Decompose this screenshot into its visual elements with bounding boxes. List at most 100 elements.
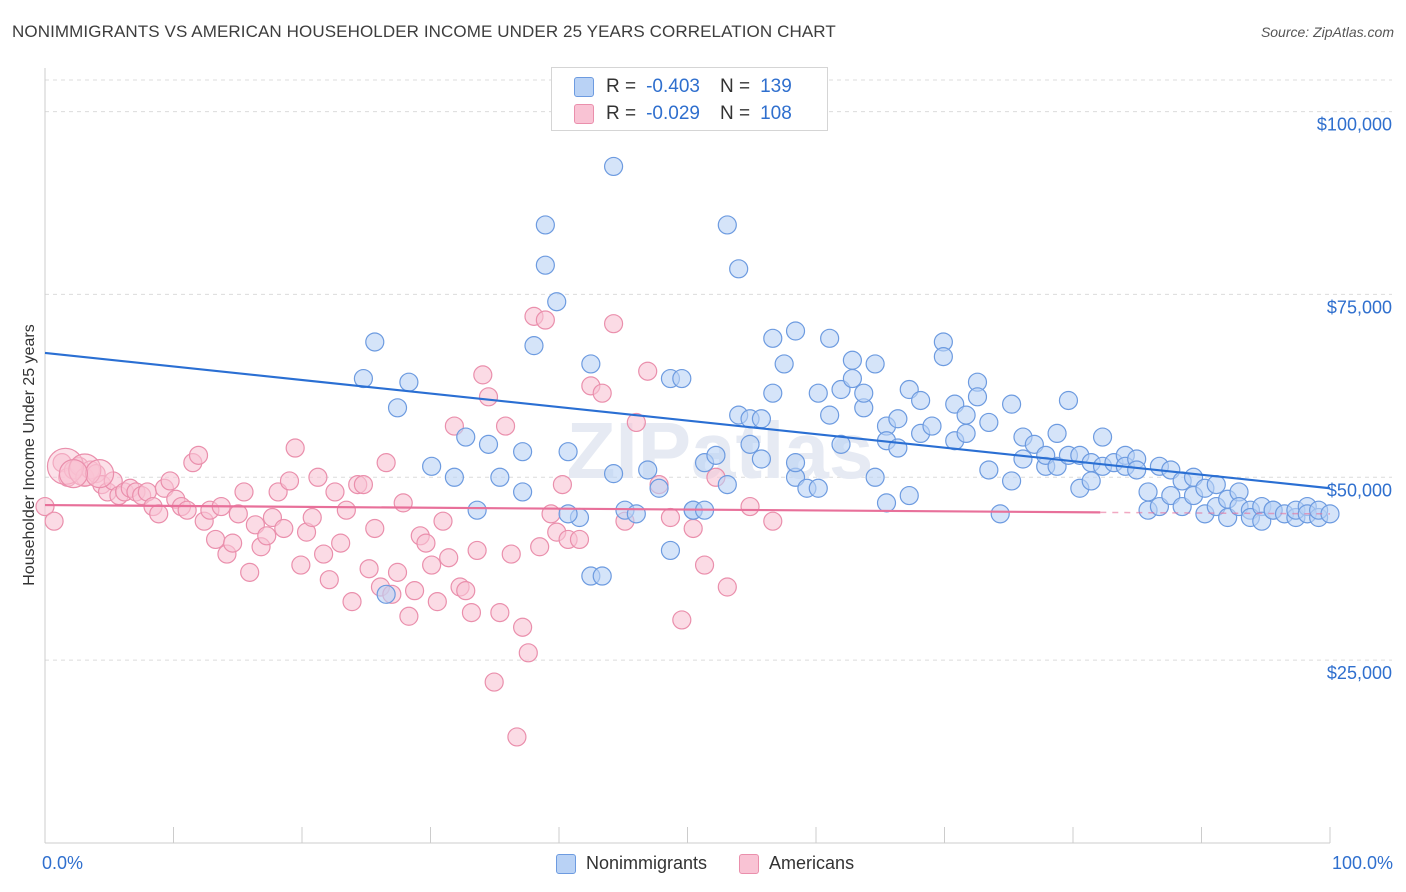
nonimmigrants-point <box>399 372 419 392</box>
nonimmigrants-point <box>911 390 931 411</box>
americans-point <box>456 581 476 601</box>
americans-point <box>274 518 294 539</box>
nonimmigrants-point <box>842 350 862 370</box>
americans-point <box>672 610 692 630</box>
americans-point <box>473 365 493 385</box>
americans-point <box>530 537 550 557</box>
nonimmigrants-point <box>535 255 555 275</box>
nonimmigrants-point <box>763 383 783 403</box>
nonimmigrants-point <box>1013 449 1033 469</box>
nonimmigrants-point <box>376 584 396 604</box>
nonimmigrants-point <box>660 540 681 561</box>
nonimmigrants-point <box>524 336 544 356</box>
r-label: R = <box>606 103 637 124</box>
nonimmigrants-point <box>1047 423 1067 443</box>
americans-point <box>518 643 538 663</box>
nonimmigrants-point <box>956 405 976 425</box>
americans-point <box>177 500 197 520</box>
americans-point <box>240 562 260 582</box>
legend-label-americans: Americans <box>769 853 855 873</box>
y-tick-label: $50,000 <box>1327 480 1392 500</box>
nonimmigrants-point <box>774 354 794 374</box>
americans-point <box>439 548 459 568</box>
nonimmigrants-point <box>456 427 476 447</box>
nonimmigrants-trend-line <box>44 351 1331 490</box>
n-value: 139 <box>760 76 792 97</box>
americans-point <box>285 438 305 458</box>
americans-swatch <box>574 104 594 124</box>
nonimmigrants-point <box>990 504 1010 524</box>
r-value: -0.403 <box>646 76 700 97</box>
nonimmigrants-point <box>888 409 908 429</box>
nonimmigrants-point <box>535 215 555 235</box>
americans-point <box>393 493 413 513</box>
nonimmigrants-point <box>1127 460 1147 480</box>
americans-point <box>228 504 248 524</box>
nonimmigrants-point <box>979 460 999 480</box>
americans-point <box>495 416 516 436</box>
n-value: 108 <box>760 103 792 124</box>
americans-point <box>513 617 533 637</box>
legend-item-americans: Americans <box>739 853 854 874</box>
nonimmigrants-point <box>956 423 976 443</box>
stats-row-nonimmigrants: R = -0.403 N = 139 <box>574 76 792 98</box>
americans-point <box>279 471 300 491</box>
americans-point <box>416 533 436 553</box>
nonimmigrants-point <box>751 449 772 469</box>
nonimmigrants-point <box>717 475 737 495</box>
americans-point <box>302 507 322 528</box>
americans-point <box>763 511 783 531</box>
nonimmigrants-point <box>444 467 464 487</box>
nonimmigrants-point <box>808 383 828 403</box>
bottom-legend: Nonimmigrants Americans <box>556 853 886 874</box>
americans-point-large <box>58 459 89 489</box>
nonimmigrants-point <box>751 409 772 429</box>
axes <box>44 68 1331 844</box>
americans-point <box>35 496 55 517</box>
americans-point <box>569 529 590 550</box>
americans-point <box>461 602 482 623</box>
nonimmigrants-point <box>478 434 499 454</box>
trend-lines <box>44 351 1331 515</box>
americans-point <box>717 577 737 597</box>
nonimmigrants-point <box>581 354 601 374</box>
nonimmigrants-point <box>717 215 737 235</box>
nonimmigrants-point <box>672 368 692 389</box>
stats-row-americans: R = -0.029 N = 108 <box>574 103 792 125</box>
legend-swatch-americans <box>739 853 760 874</box>
nonimmigrants-point <box>785 453 806 473</box>
americans-point <box>552 475 573 495</box>
nonimmigrants-point <box>422 456 442 476</box>
americans-point <box>353 475 374 495</box>
americans-point <box>188 445 209 465</box>
nonimmigrants-point <box>1138 482 1158 502</box>
americans-point <box>257 526 277 546</box>
americans-point <box>399 606 419 626</box>
nonimmigrants-point <box>967 387 988 407</box>
americans-point <box>638 361 658 381</box>
nonimmigrants-point <box>842 368 862 389</box>
americans-point <box>314 544 334 564</box>
r-value: -0.029 <box>646 103 700 124</box>
nonimmigrants-point <box>740 434 760 454</box>
americans-point <box>44 511 64 531</box>
stats-legend: R = -0.403 N = 139 R = -0.029 N = 108 <box>551 67 828 131</box>
americans-point <box>478 387 499 407</box>
americans-point <box>740 496 760 517</box>
americans-point <box>660 507 681 528</box>
nonimmigrants-point <box>490 467 510 487</box>
americans-point <box>404 581 425 601</box>
nonimmigrants-point <box>876 493 897 513</box>
americans-point <box>291 555 311 575</box>
nonimmigrants-point <box>831 434 851 454</box>
americans-point <box>234 482 254 502</box>
nonimmigrants-point <box>387 398 408 418</box>
legend-label-nonimmigrants: Nonimmigrants <box>586 853 708 873</box>
americans-point <box>422 555 442 575</box>
nonimmigrants-point <box>1092 427 1113 447</box>
americans-point <box>592 383 612 403</box>
nonimmigrants-point <box>922 416 942 436</box>
nonimmigrants-point <box>763 328 783 348</box>
nonimmigrants-point <box>638 460 658 480</box>
